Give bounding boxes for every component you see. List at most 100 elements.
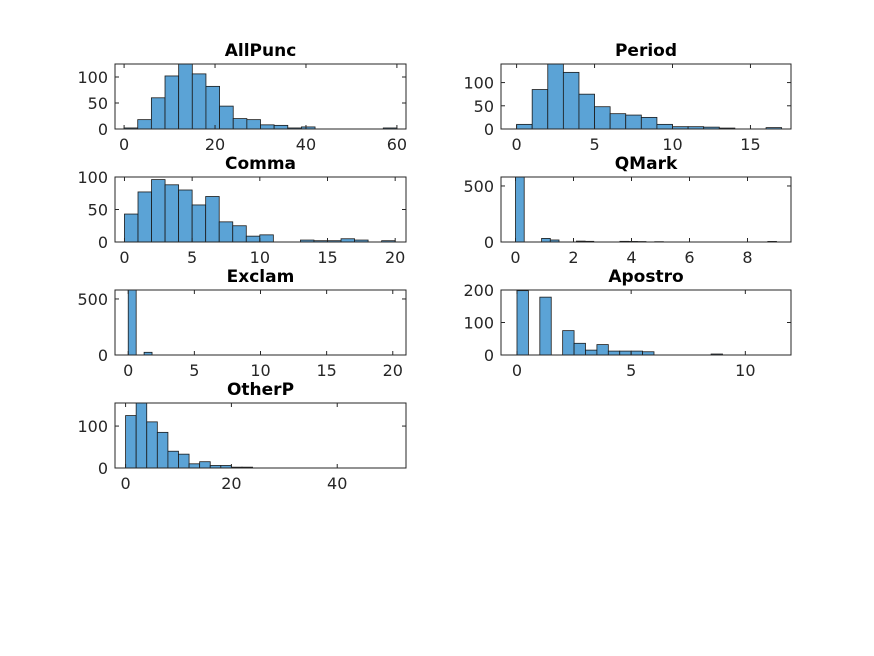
y-tick-label: 100 (463, 314, 494, 333)
x-tick-label: 5 (626, 361, 636, 380)
y-tick-label: 100 (77, 417, 108, 436)
histogram-bar (127, 289, 137, 356)
x-tick-label: 20 (385, 248, 405, 267)
axes-frame (500, 176, 792, 243)
histogram-bar (232, 225, 247, 243)
x-tick-label: 40 (296, 135, 316, 154)
x-tick-label: 10 (662, 135, 682, 154)
y-tick-label: 500 (77, 290, 108, 309)
x-tick-label: 0 (510, 248, 520, 267)
histogram-bar (191, 73, 207, 130)
subplot-otherp: 0 20 40 0 100 OtherP (77, 380, 407, 493)
x-tick-label: 0 (119, 248, 129, 267)
y-tick-label: 50 (88, 94, 108, 113)
x-tick-label: 15 (317, 248, 337, 267)
histogram-bar (156, 431, 169, 469)
histogram-bar (246, 119, 261, 130)
histogram-bar (146, 421, 158, 469)
histogram-bar (562, 330, 575, 356)
x-tick-label: 10 (250, 361, 270, 380)
bars (124, 179, 396, 243)
histogram-bar (178, 63, 193, 130)
histogram-bar (191, 204, 207, 243)
subplot-title: Period (615, 41, 677, 61)
x-tick-label: 10 (735, 361, 755, 380)
axes-border (500, 176, 792, 243)
histogram-bar (137, 191, 152, 243)
histogram-bar (547, 63, 564, 130)
histogram-bar (531, 89, 549, 130)
subplot-qmark: 0 2 4 6 8 0 500 QMark (463, 154, 792, 267)
histogram-bar (199, 461, 211, 469)
histogram-bar (205, 85, 220, 130)
subplot-comma: 0 5 10 15 20 0 50 100 Comma (77, 154, 407, 267)
histogram-bar (516, 123, 533, 130)
subplot-title: Apostro (608, 267, 683, 287)
histogram-bar (630, 350, 643, 356)
subplot-period: 0 5 10 15 0 50 100 Period (463, 41, 792, 154)
histogram-bar (594, 106, 611, 130)
histogram-bar (596, 344, 609, 356)
histogram-bar (585, 349, 598, 356)
x-tick-label: 0 (123, 361, 133, 380)
y-tick-label: 0 (484, 120, 494, 139)
histogram-bar (178, 189, 193, 243)
histogram-bar (607, 350, 621, 356)
y-tick-label: 500 (463, 177, 494, 196)
y-tick-label: 100 (77, 68, 108, 87)
x-tick-label: 2 (568, 248, 578, 267)
x-tick-label: 15 (316, 361, 336, 380)
y-tick-label: 0 (484, 233, 494, 252)
histogram-bar (260, 124, 275, 130)
x-tick-label: 20 (221, 474, 241, 493)
y-tick-label: 0 (98, 459, 108, 478)
histogram-bar (205, 196, 220, 243)
y-tick-label: 100 (77, 168, 108, 187)
histogram-bar (619, 350, 632, 356)
x-tick-label: 5 (187, 248, 197, 267)
histogram-bar (167, 450, 179, 469)
bars (516, 63, 783, 130)
y-tick-label: 200 (463, 281, 494, 300)
x-tick-label: 0 (120, 474, 130, 493)
x-tick-label: 4 (626, 248, 636, 267)
histogram-bar (232, 118, 248, 130)
x-tick-label: 0 (512, 361, 522, 380)
x-tick-label: 20 (383, 361, 403, 380)
histogram-bar (273, 124, 289, 130)
subplot-exclam: 0 5 10 15 20 0 500 Exclam (77, 267, 407, 380)
subplot-allpunc: 0 20 40 60 0 50 100 AllPunc (77, 41, 407, 154)
y-tick-label: 0 (98, 346, 108, 365)
histogram-bar (137, 119, 152, 130)
histogram-bar (609, 113, 627, 130)
x-tick-label: 10 (250, 248, 270, 267)
subplot-title: Exclam (227, 267, 295, 287)
x-tick-label: 6 (684, 248, 694, 267)
x-tick-label: 60 (387, 135, 407, 154)
histogram-bar (640, 116, 658, 130)
subplot-title: QMark (615, 154, 678, 174)
histogram-bar (625, 114, 642, 130)
x-tick-label: 0 (511, 135, 521, 154)
axes-border (500, 63, 792, 130)
histogram-bar (164, 75, 180, 130)
histogram-bar (164, 184, 180, 243)
histogram-bar (578, 93, 595, 130)
subplot-title: AllPunc (225, 41, 297, 61)
histogram-bar (541, 238, 551, 243)
histogram-bar (562, 71, 580, 130)
histogram-bar (656, 123, 673, 130)
y-tick-label: 0 (98, 233, 108, 252)
histogram-bar (150, 97, 166, 130)
histogram-bar (125, 415, 137, 469)
x-tick-label: 5 (589, 135, 599, 154)
histogram-bar (188, 463, 201, 469)
histogram-bar (135, 402, 148, 469)
histogram-bar (245, 235, 261, 243)
axes-frame (114, 289, 407, 356)
axes-border (114, 63, 407, 130)
histogram-bar (151, 179, 166, 243)
histogram-bar (515, 176, 525, 243)
